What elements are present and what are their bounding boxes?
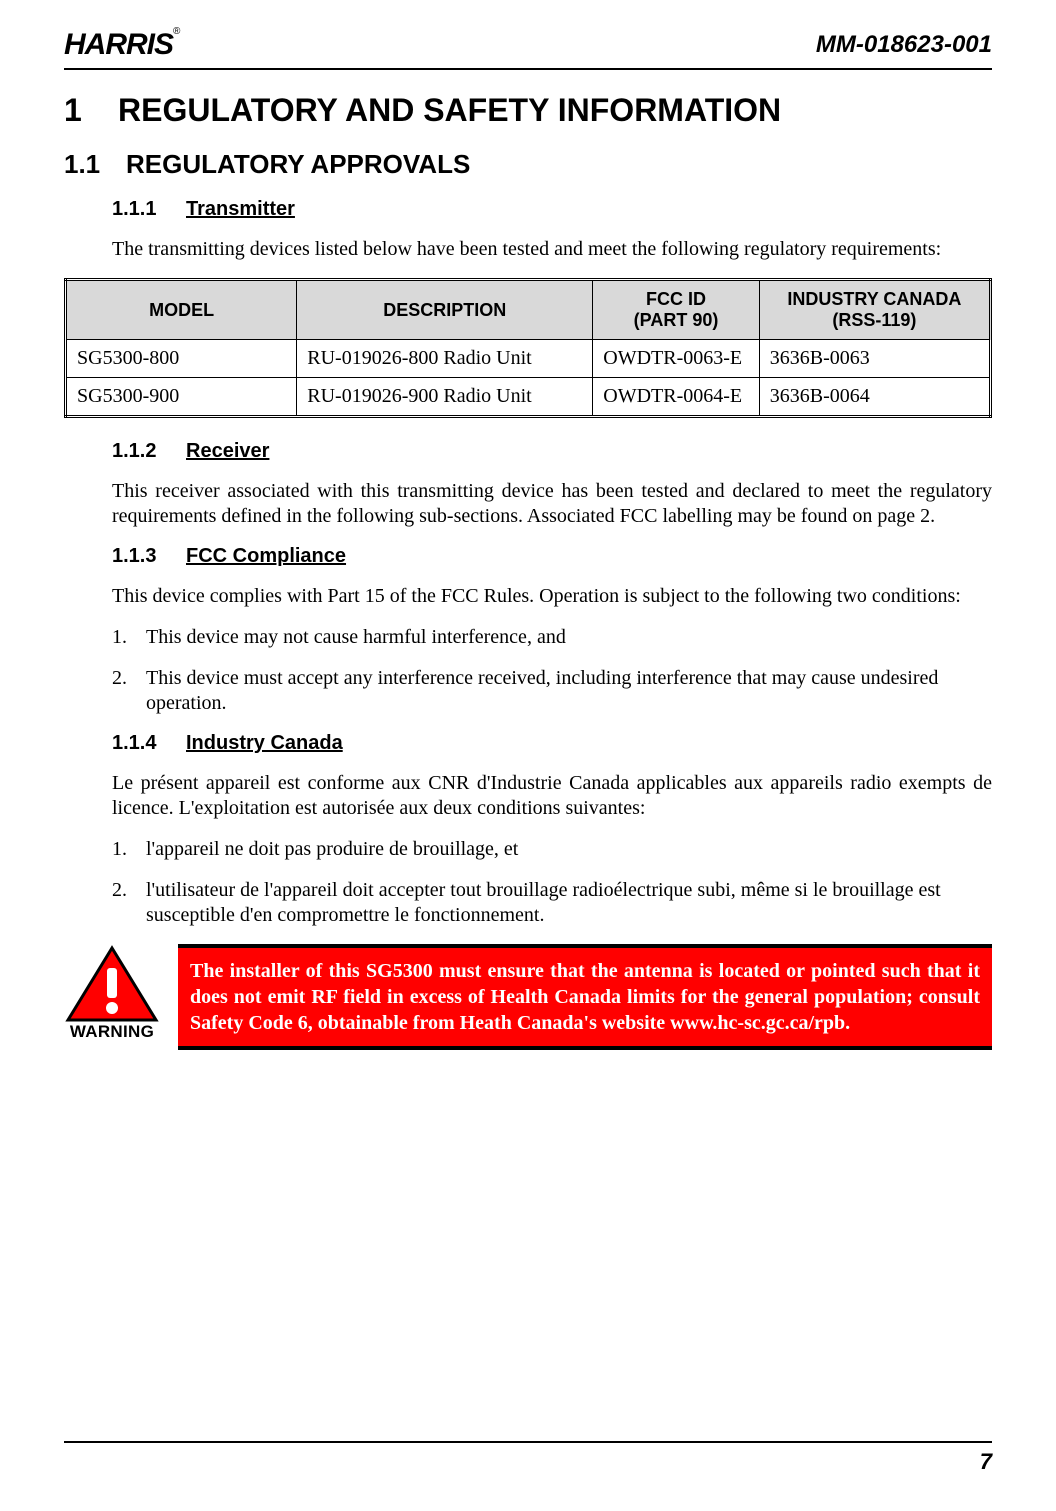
list-item: 2.This device must accept any interferen…	[112, 666, 992, 716]
heading-1-1: 1.1REGULATORY APPROVALS	[64, 149, 992, 180]
heading-fcc: 1.1.3FCC Compliance	[112, 545, 992, 568]
cell-model: SG5300-800	[66, 340, 297, 378]
fcc-para: This device complies with Part 15 of the…	[112, 584, 992, 609]
heading-transmitter: 1.1.1Transmitter	[112, 198, 992, 221]
th-fcc-line2: (PART 90)	[634, 310, 719, 330]
page-footer: 7	[64, 1441, 992, 1475]
cell-fcc: OWDTR-0064-E	[593, 378, 760, 417]
heading-1-1-number: 1.1	[64, 149, 126, 180]
list-item-text: This device may not cause harmful interf…	[146, 625, 992, 650]
warning-icon: WARNING	[64, 944, 160, 1042]
list-item: 2.l'utilisateur de l'appareil doit accep…	[112, 878, 992, 928]
heading-ic: 1.1.4Industry Canada	[112, 732, 992, 755]
transmitter-intro: The transmitting devices listed below ha…	[112, 237, 992, 262]
ic-list: 1.l'appareil ne doit pas produire de bro…	[112, 837, 992, 928]
cell-desc: RU-019026-900 Radio Unit	[297, 378, 593, 417]
cell-ic: 3636B-0064	[759, 378, 990, 417]
receiver-para: This receiver associated with this trans…	[112, 479, 992, 529]
heading-receiver: 1.1.2Receiver	[112, 440, 992, 463]
heading-1-1-title: REGULATORY APPROVALS	[126, 149, 470, 179]
list-item-number: 2.	[112, 878, 146, 928]
page-number: 7	[980, 1449, 992, 1474]
warning-block: WARNING The installer of this SG5300 mus…	[64, 944, 992, 1050]
list-item-number: 2.	[112, 666, 146, 716]
heading-fcc-title: FCC Compliance	[186, 545, 346, 567]
heading-ic-number: 1.1.4	[112, 732, 186, 755]
cell-fcc: OWDTR-0063-E	[593, 340, 760, 378]
heading-transmitter-number: 1.1.1	[112, 198, 186, 221]
th-fcc: FCC ID (PART 90)	[593, 280, 760, 340]
heading-transmitter-title: Transmitter	[186, 198, 295, 220]
th-fcc-line1: FCC ID	[646, 289, 706, 309]
cell-desc: RU-019026-800 Radio Unit	[297, 340, 593, 378]
heading-fcc-number: 1.1.3	[112, 545, 186, 568]
th-model: MODEL	[66, 280, 297, 340]
heading-1: 1REGULATORY AND SAFETY INFORMATION	[64, 92, 992, 129]
th-ic: INDUSTRY CANADA (RSS-119)	[759, 280, 990, 340]
list-item-number: 1.	[112, 837, 146, 862]
th-ic-line1: INDUSTRY CANADA	[787, 289, 961, 309]
ic-para: Le présent appareil est conforme aux CNR…	[112, 771, 992, 821]
th-ic-line2: (RSS-119)	[832, 310, 916, 330]
registered-mark: ®	[173, 26, 179, 37]
brand-text: HARRIS	[64, 28, 173, 61]
heading-receiver-title: Receiver	[186, 440, 269, 462]
heading-1-number: 1	[64, 92, 118, 129]
list-item: 1.This device may not cause harmful inte…	[112, 625, 992, 650]
th-description: DESCRIPTION	[297, 280, 593, 340]
heading-1-title: REGULATORY AND SAFETY INFORMATION	[118, 92, 781, 128]
list-item-text: l'utilisateur de l'appareil doit accepte…	[146, 878, 992, 928]
table-row: SG5300-800 RU-019026-800 Radio Unit OWDT…	[66, 340, 991, 378]
heading-receiver-number: 1.1.2	[112, 440, 186, 463]
cell-ic: 3636B-0063	[759, 340, 990, 378]
warning-text: The installer of this SG5300 must ensure…	[178, 948, 992, 1046]
list-item-number: 1.	[112, 625, 146, 650]
cell-model: SG5300-900	[66, 378, 297, 417]
fcc-list: 1.This device may not cause harmful inte…	[112, 625, 992, 716]
warning-text-wrap: The installer of this SG5300 must ensure…	[178, 944, 992, 1050]
regulatory-table: MODEL DESCRIPTION FCC ID (PART 90) INDUS…	[64, 278, 992, 418]
warning-label: WARNING	[64, 1022, 160, 1042]
list-item-text: l'appareil ne doit pas produire de broui…	[146, 837, 992, 862]
list-item-text: This device must accept any interference…	[146, 666, 992, 716]
page-header: HARRIS® MM-018623-001	[64, 28, 992, 70]
heading-ic-title: Industry Canada	[186, 732, 343, 754]
table-header-row: MODEL DESCRIPTION FCC ID (PART 90) INDUS…	[66, 280, 991, 340]
table-row: SG5300-900 RU-019026-900 Radio Unit OWDT…	[66, 378, 991, 417]
list-item: 1.l'appareil ne doit pas produire de bro…	[112, 837, 992, 862]
document-id: MM-018623-001	[816, 31, 992, 59]
brand-logo: HARRIS®	[64, 28, 179, 62]
